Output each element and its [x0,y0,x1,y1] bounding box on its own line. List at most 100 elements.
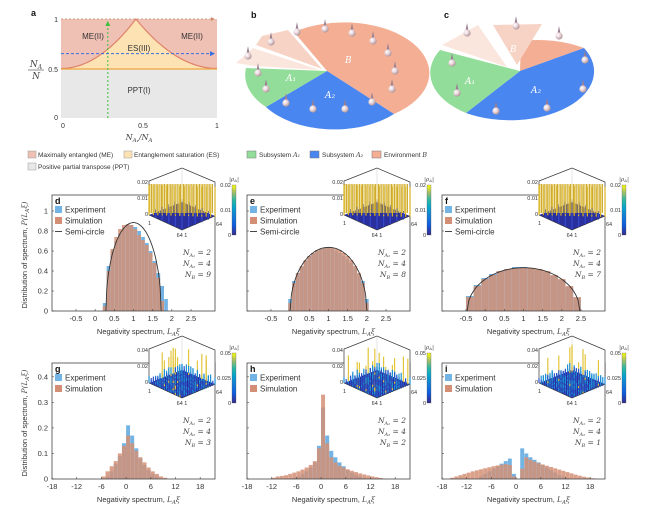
x-tick-1: 1 [215,123,219,130]
param-value: = 4 [585,427,601,436]
simulation-bar [557,469,562,479]
param-sub: A₁ [189,421,196,427]
simulation-bar [279,475,284,479]
simulation-bar [495,465,500,479]
pie-label-a1: A₁ [285,74,296,84]
plot-frame [441,362,606,480]
x-tick-label: 12 [561,482,569,491]
removed-b-slice-2 [493,24,542,65]
y-axis-label: Distribution of spectrum, P(LAξ) [20,201,31,308]
spin-arrow-icon [465,23,469,31]
simulation-bar [466,472,471,479]
x-tick-label: -0.5 [460,314,473,323]
param-value: = 2 [585,416,601,425]
top-legend: Maximally entangled (ME) Entanglement sa… [27,150,427,171]
panel-label-a: a [31,8,37,18]
legend-label-simulation: Simulation [455,217,492,226]
spin-icon [321,19,329,33]
legend-label-simulation: Simulation [65,217,102,226]
simulation-bar [454,476,459,479]
inset-axis-label: 1 [343,221,346,227]
simulation-bar [496,271,505,311]
panel-label-b: b [251,10,257,20]
pie-label-a2: A₂ [324,91,335,101]
inset-axis-label: 1 [148,389,151,395]
inset-z-tick: 0.04 [332,348,343,354]
pie-label-a1: A₁ [464,77,475,87]
x-axis-label-sub: A [561,500,566,506]
x-tick-label: -0.5 [265,314,278,323]
pie-label-b: B [344,56,352,66]
param-annotation: NB = 7 [574,270,601,281]
subsystem-a2-slice [266,71,394,130]
x-tick-label: 0 [288,314,292,323]
simulation-bar [483,468,488,479]
es-region [61,19,217,69]
param-value: = 9 [195,270,211,279]
histogram-panels: -0.5 0 0.5 1 1.5 2 2.5 0 0.2 0.4 0.6 0.8 1 Negativity… [20,167,629,506]
x-tick-label: 2.5 [186,314,196,323]
simulation-bar [125,224,130,311]
legend-label-simulation: Simulation [260,217,297,226]
colorbar-tick: 0 [228,401,231,407]
simulation-bar [326,247,331,311]
param-annotation: NA₁ = 2 [572,248,601,259]
spin-ball-icon [321,25,329,33]
inset-z-tick: 0.02 [527,180,538,186]
colorbar-title-text: |ρ [424,177,430,183]
x-axis-label-tail: ξ [176,495,181,504]
param-sub: A₂ [384,432,391,438]
y-tick-0: 0 [54,115,58,122]
colorbar-title-sub: A [623,178,627,183]
x-axis-label-sub: A [366,332,371,338]
legend-label-simulation: Simulation [260,385,297,394]
x-axis-label-text: Negativity spectrum, [292,495,362,504]
colorbar: 0.02 0.01 0 |ρA| [415,177,434,239]
legend: Experiment Simulation Semi-circle [250,206,301,237]
simulation-bar [311,253,315,311]
x-tick-label: 0 [483,314,487,323]
param-sub: A₁ [189,253,196,259]
simulation-bar [378,477,383,479]
inset-axis-label: 1 [343,389,346,395]
simulation-bar [159,476,163,479]
spin-icon [348,23,356,37]
inset-z-tick: 0.02 [332,364,343,370]
inset-base-edge [148,214,216,231]
spin-ball-icon [388,85,396,93]
x-axis-label-symbol: L [166,495,172,504]
inset-axis-label: 64 [606,390,612,396]
y-tick-label: 0.1 [38,449,48,458]
spin-icon [448,53,456,67]
spin-ball-icon [492,107,500,115]
spin-arrow-icon [390,79,394,87]
simulation-bar [565,286,574,311]
x-tick-label: 6 [344,482,348,491]
panel-label-e: e [250,196,255,206]
svg-text:Environment B: Environment B [384,151,427,159]
simulation-bar [561,470,566,479]
simulation-bar [458,475,463,479]
x-tick-label: 1 [521,314,525,323]
legend-swatch-simulation [445,385,452,392]
colorbar-tick: 0 [618,401,621,407]
spin-ball-icon [453,89,461,97]
param-value: = 2 [585,248,601,257]
simulation-bar [462,473,467,479]
spin-icon [463,23,471,37]
colorbar-tick: 0 [423,401,426,407]
inset-base-edge [148,382,216,399]
param-annotation: NB = 9 [184,270,211,281]
param-annotation: NA₂ = 4 [377,259,406,270]
spin-arrow-icon [246,46,250,54]
y-tick-label: 0 [44,307,48,316]
y-tick-label: 0.2 [38,287,48,296]
colorbar-gradient [621,184,627,236]
y-axis-label-tail: ξ) [20,201,29,208]
param-sub: A₁ [579,421,586,427]
simulation-bar [152,263,157,311]
colorbar: 0.05 0.025 0 |ρA| [412,345,434,407]
spin-arrow-icon [450,53,454,61]
spin-ball-icon [369,37,377,45]
